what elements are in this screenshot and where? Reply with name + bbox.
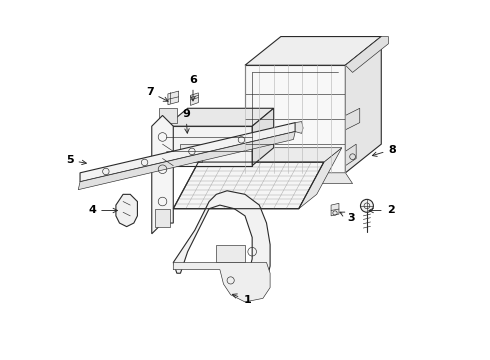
Text: 7: 7 [146,87,168,101]
Text: 5: 5 [66,155,86,165]
Polygon shape [166,126,252,166]
Polygon shape [159,108,177,123]
Polygon shape [345,37,389,72]
Polygon shape [173,162,324,209]
Text: 9: 9 [182,109,190,133]
Polygon shape [116,194,137,226]
Polygon shape [345,37,381,173]
Polygon shape [245,37,381,65]
Polygon shape [345,144,356,166]
Text: 6: 6 [189,75,197,101]
Text: 8: 8 [372,144,396,157]
Polygon shape [78,132,295,190]
Polygon shape [331,203,339,216]
Polygon shape [295,122,303,134]
Polygon shape [252,108,274,166]
Polygon shape [191,93,198,105]
Polygon shape [180,144,202,162]
Polygon shape [168,91,179,105]
Polygon shape [80,123,295,182]
Text: 3: 3 [340,212,355,222]
Polygon shape [173,191,270,288]
Text: 4: 4 [88,206,118,216]
Polygon shape [152,116,173,234]
Polygon shape [173,262,270,302]
Polygon shape [299,148,342,209]
Polygon shape [198,148,342,162]
Polygon shape [245,173,353,184]
Polygon shape [345,108,360,130]
Text: 2: 2 [369,206,394,216]
Polygon shape [245,65,345,173]
Circle shape [361,199,373,212]
Polygon shape [216,244,245,262]
Polygon shape [166,108,274,126]
Polygon shape [155,209,170,226]
Text: 1: 1 [232,294,251,305]
